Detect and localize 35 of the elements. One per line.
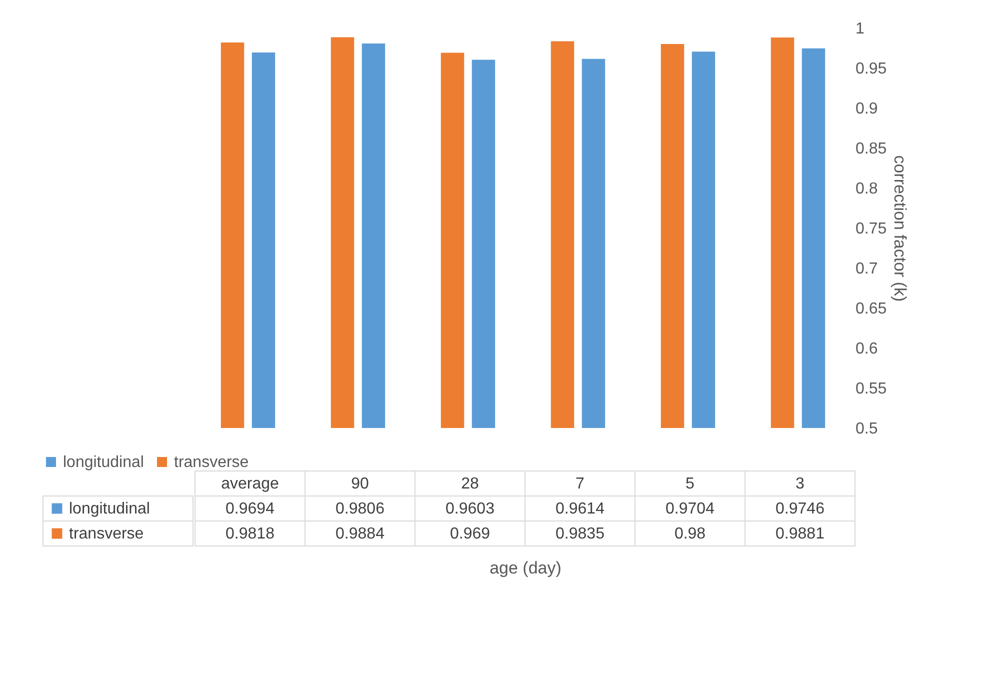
data-label: 0.9818 — [226, 526, 275, 542]
data-label: 0.9694 — [226, 500, 275, 518]
data-label: 0.9704 — [666, 500, 715, 518]
text: transverse — [69, 526, 144, 542]
text: longitudinal — [63, 454, 144, 471]
data-label: 0.98 — [674, 526, 706, 542]
y-tick-label: 0.75 — [856, 220, 887, 238]
data-label: 0.969 — [450, 526, 490, 542]
y-tick-label: 0.7 — [856, 260, 878, 278]
legend-label: longitudinal — [69, 500, 150, 518]
data-label: 0.9884 — [336, 526, 385, 542]
y-tick-label: 0.9 — [856, 100, 878, 118]
x-tick-label: 90 — [351, 476, 369, 492]
data-label: 0.9614 — [556, 500, 605, 518]
data-label: 0.9881 — [776, 526, 825, 542]
legend-label: transverse — [174, 454, 249, 471]
y-tick-label: 0.65 — [856, 300, 887, 318]
y-tick-label: 0.95 — [856, 60, 887, 78]
y-tick-label: 0.55 — [856, 380, 887, 398]
data-label: 0.9603 — [446, 500, 495, 518]
y-tick-label: 0.85 — [856, 140, 887, 158]
y-tick-label: 0.5 — [856, 420, 878, 438]
y-tick-label: 0.6 — [856, 340, 878, 358]
y-tick-label: 1 — [856, 20, 864, 38]
x-axis-title: age (day) — [490, 558, 562, 578]
x-tick-label: 5 — [686, 476, 695, 492]
x-tick-label: 3 — [796, 476, 805, 492]
x-tick-label: average — [221, 476, 280, 492]
data-label: 0.9746 — [776, 500, 825, 518]
x-tick-label: 7 — [576, 476, 585, 492]
y-tick-label: 0.8 — [856, 180, 878, 198]
x-tick-label: 28 — [461, 476, 479, 492]
data-label: 0.9806 — [336, 500, 385, 518]
data-label: 0.9835 — [556, 526, 605, 542]
y-axis-title: correction factor (k) — [890, 155, 910, 302]
